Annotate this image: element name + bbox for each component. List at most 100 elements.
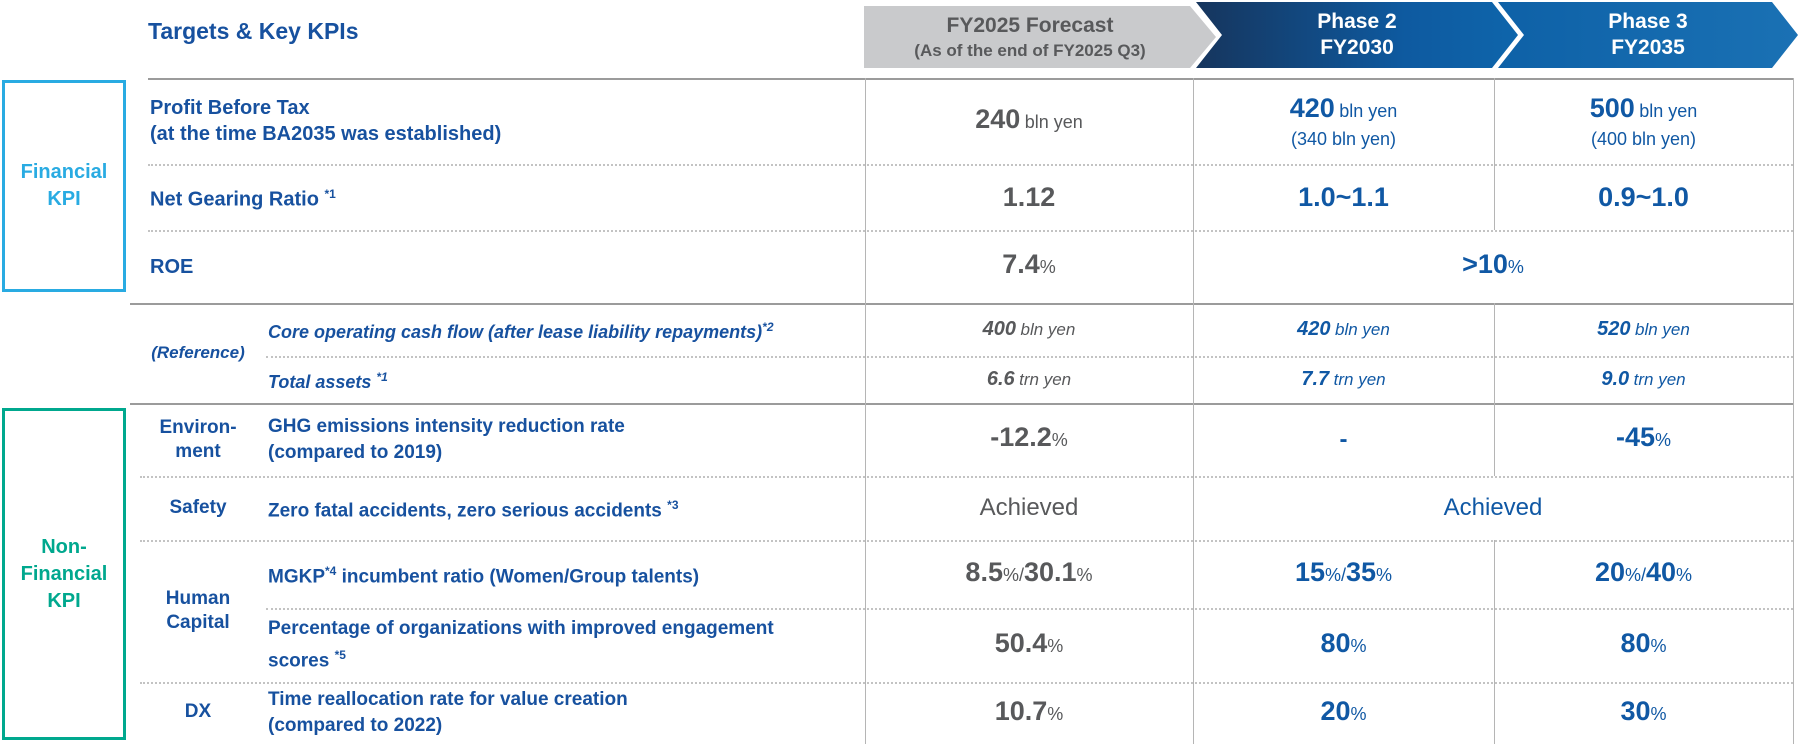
row-ghg-label: GHG emissions intensity reduction rate (…: [268, 403, 868, 476]
cell-mgkp-phase2: 15%/35%: [1294, 556, 1393, 587]
group-box-financial-kpi: Financial KPI: [2, 80, 126, 292]
row-totalassets-label: Total assets *1: [268, 369, 388, 392]
cell-profit-phase2: 420 bln yen (340 bln yen): [1289, 92, 1398, 149]
reference-label: (Reference): [151, 343, 245, 362]
dx-p2-value: 20: [1320, 695, 1351, 726]
row-corecf-label: Core operating cash flow (after lease li…: [268, 319, 774, 342]
mgkp-fy-value1: 8.5: [965, 556, 1003, 587]
footnote-3-marker: *3: [667, 497, 679, 512]
category-environment-line1: Environ-: [159, 416, 237, 438]
cell-engagement-phase2: 80%: [1320, 627, 1367, 658]
corecf-p3-value: 520: [1597, 317, 1631, 340]
cell-dx-fy2025: 10.7%: [994, 695, 1064, 726]
divider-mgkp-engagement: [266, 608, 1793, 610]
roe-fy-value: 7.4: [1002, 249, 1040, 279]
engagement-fy-value: 50.4: [994, 627, 1048, 658]
cell-corecf-phase2: 420 bln yen: [1297, 317, 1390, 340]
profit-label-line2: (at the time BA2035 was established): [150, 123, 502, 145]
safety-span-value: Achieved: [1443, 494, 1543, 521]
profit-p2-note: (340 bln yen): [1290, 128, 1397, 149]
header-chevron-phase2: Phase 2 FY2030: [1196, 2, 1518, 68]
cell-ghg-phase2: -: [1193, 403, 1494, 476]
non-financial-kpi-label-line3: KPI: [47, 589, 81, 612]
dx-label-line1: Time reallocation rate for value creatio…: [268, 689, 628, 710]
cell-roe-phase2-phase3-span: >10%: [1462, 249, 1524, 279]
cell-ghg-phase3: -45%: [1615, 422, 1672, 452]
divider-profit-netgearing: [148, 164, 1793, 166]
header-phase2-line2: FY2030: [1320, 36, 1394, 59]
header-col-fy2025-forecast: FY2025 Forecast (As of the end of FY2025…: [864, 6, 1216, 68]
category-environment: Environ- ment: [130, 403, 266, 476]
cell-corecf-phase3: 520 bln yen: [1597, 317, 1690, 340]
profit-p3-note: (400 bln yen): [1590, 128, 1697, 149]
non-financial-kpi-label-line1: Non-: [41, 535, 87, 558]
row-dx-label: Time reallocation rate for value creatio…: [268, 682, 868, 744]
cell-dx-phase2: 20%: [1320, 695, 1367, 726]
cell-totalassets-phase2: 7.7 trn yen: [1301, 367, 1386, 390]
category-human-line1: Human: [165, 588, 231, 609]
divider-roe-reference-solid: [130, 303, 1793, 305]
category-safety-label: Safety: [169, 497, 227, 518]
cell-totalassets-fy2025: 6.6 trn yen: [986, 367, 1072, 390]
financial-kpi-label-line2: KPI: [47, 188, 81, 210]
divider-col-phase3-left-c: [1494, 540, 1495, 744]
dx-fy-value: 10.7: [994, 695, 1048, 726]
cell-mgkp-fy2025: 8.5%/30.1%: [965, 556, 1093, 587]
profit-p2-value: 420: [1289, 92, 1335, 123]
divider-safety-mgkp: [140, 540, 1793, 542]
divider-engagement-dx: [140, 682, 1793, 684]
roe-span-value: >10: [1462, 249, 1508, 279]
divider-reference-nonfinancial-solid: [130, 403, 1793, 405]
corecf-p2-value: 420: [1297, 317, 1331, 340]
netgearing-fy-value: 1.12: [1002, 181, 1056, 212]
row-safety-label: Zero fatal accidents, zero serious accid…: [268, 497, 679, 522]
netgearing-p3-value: 0.9~1.0: [1598, 181, 1689, 212]
cell-netgearing-fy2025: 1.12: [865, 164, 1193, 230]
dx-p3-value: 30: [1620, 695, 1651, 726]
reference-label-cell: (Reference): [126, 303, 270, 403]
netgearing-p2-value: 1.0~1.1: [1298, 181, 1389, 212]
category-dx: DX: [130, 682, 266, 742]
cell-netgearing-phase3: 0.9~1.0: [1494, 164, 1793, 230]
ghg-p2-dash: -: [1339, 425, 1348, 453]
cell-safety-phase2-phase3-span: Achieved: [1193, 476, 1793, 540]
cell-corecf-fy2025: 400 bln yen: [982, 317, 1076, 340]
ghg-label-line1: GHG emissions intensity reduction rate: [268, 415, 625, 437]
cell-ghg-fy2025: -12.2%: [990, 422, 1068, 452]
divider-table-right-edge: [1793, 78, 1794, 744]
header-fy2025-line1: FY2025 Forecast: [946, 14, 1114, 38]
footnote-2-marker: *2: [762, 319, 774, 334]
profit-p3-value: 500: [1589, 92, 1635, 123]
row-profit-label: Profit Before Tax (at the time BA2035 wa…: [150, 78, 850, 164]
row-roe-label: ROE: [150, 230, 850, 303]
row-mgkp-label: MGKP*4 incumbent ratio (Women/Group tale…: [268, 563, 700, 588]
ghg-fy-value: -12.2: [990, 422, 1052, 452]
divider-corecf-totalassets: [266, 356, 1793, 358]
divider-col-phase3-left-b: [1494, 303, 1495, 476]
footnote-1-marker: *1: [324, 187, 336, 202]
cell-mgkp-phase3: 20%/40%: [1594, 556, 1693, 587]
category-safety: Safety: [130, 476, 266, 540]
category-environment-line2: ment: [175, 440, 221, 462]
totalassets-fy-value: 6.6: [986, 367, 1015, 390]
divider-ghg-safety: [140, 476, 1793, 478]
engagement-p2-value: 80: [1320, 627, 1351, 658]
divider-col-fy2025-left: [865, 78, 866, 744]
mgkp-p3-value2: 40: [1646, 556, 1677, 587]
header-chevron-phase3: Phase 3 FY2035: [1498, 2, 1798, 68]
header-phase3-line1: Phase 3: [1608, 9, 1688, 33]
profit-fy-value: 240: [975, 103, 1021, 134]
category-human-capital: Human Capital: [130, 540, 266, 682]
safety-fy-value: Achieved: [979, 494, 1079, 521]
footnote-4-marker: *4: [325, 563, 337, 578]
engagement-p3-value: 80: [1620, 627, 1651, 658]
totalassets-p3-value: 9.0: [1601, 367, 1630, 390]
cell-totalassets-phase3: 9.0 trn yen: [1601, 367, 1686, 390]
cell-profit-phase3: 500 bln yen (400 bln yen): [1589, 92, 1698, 149]
corecf-fy-value: 400: [982, 317, 1017, 340]
non-financial-kpi-label-line2: Financial: [20, 562, 108, 585]
footnote-1b-marker: *1: [376, 369, 388, 384]
cell-engagement-fy2025: 50.4%: [994, 627, 1064, 658]
ghg-label-line2: (compared to 2019): [268, 441, 443, 463]
